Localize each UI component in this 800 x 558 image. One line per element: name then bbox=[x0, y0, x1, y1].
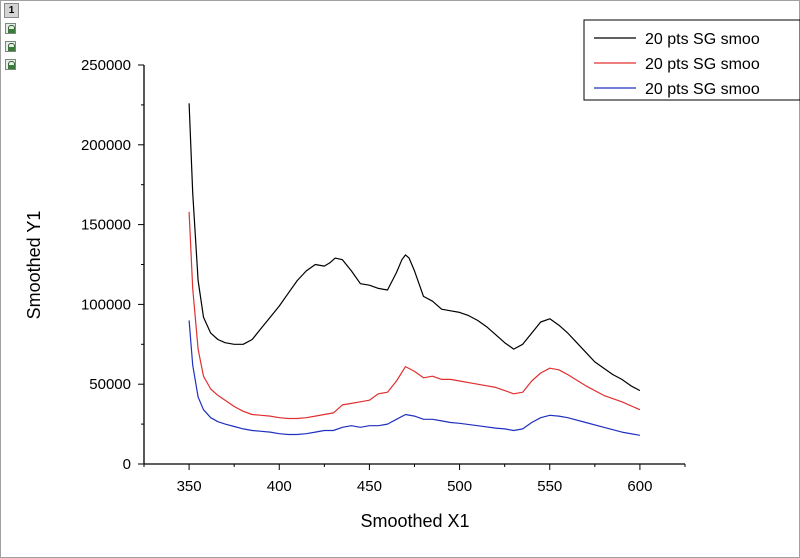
layer-tab[interactable]: 1 bbox=[4, 3, 19, 18]
chart-axes: 350 400 450 500 550 600 0 50000 100000 150000 2000… bbox=[81, 57, 686, 495]
x-tick-label: 450 bbox=[357, 478, 382, 495]
lock-icon[interactable] bbox=[5, 23, 16, 34]
layer-toolbar: 1 bbox=[0, 0, 22, 80]
x-axis-label: Smoothed X1 bbox=[360, 511, 469, 531]
legend-label-3: 20 pts SG smoo bbox=[645, 81, 760, 98]
legend-label-2: 20 pts SG smoo bbox=[645, 56, 760, 73]
chart-series bbox=[188, 103, 641, 436]
x-tick-label: 400 bbox=[267, 478, 292, 495]
legend-label-1: 20 pts SG smoo bbox=[645, 31, 760, 48]
lock-icon[interactable] bbox=[5, 59, 16, 70]
y-axis-label: Smoothed Y1 bbox=[24, 211, 44, 320]
lock-icon[interactable] bbox=[5, 41, 16, 52]
x-tick-label: 600 bbox=[627, 478, 652, 495]
y-tick-label: 100000 bbox=[81, 296, 131, 313]
y-tick-label: 0 bbox=[123, 456, 131, 473]
series-line-1 bbox=[188, 103, 641, 392]
y-tick-label: 200000 bbox=[81, 137, 131, 154]
legend-box bbox=[583, 19, 800, 101]
y-tick-label: 150000 bbox=[81, 217, 131, 234]
chart-legend[interactable]: 20 pts SG smoo 20 pts SG smoo 20 pts SG sm… bbox=[583, 19, 800, 101]
y-tick-label: 50000 bbox=[89, 376, 131, 393]
x-tick-label: 550 bbox=[537, 478, 562, 495]
x-tick-label: 350 bbox=[177, 478, 202, 495]
series-line-3 bbox=[188, 320, 641, 436]
y-tick-label: 250000 bbox=[81, 57, 131, 74]
x-tick-label: 500 bbox=[447, 478, 472, 495]
series-line-2 bbox=[188, 211, 641, 420]
